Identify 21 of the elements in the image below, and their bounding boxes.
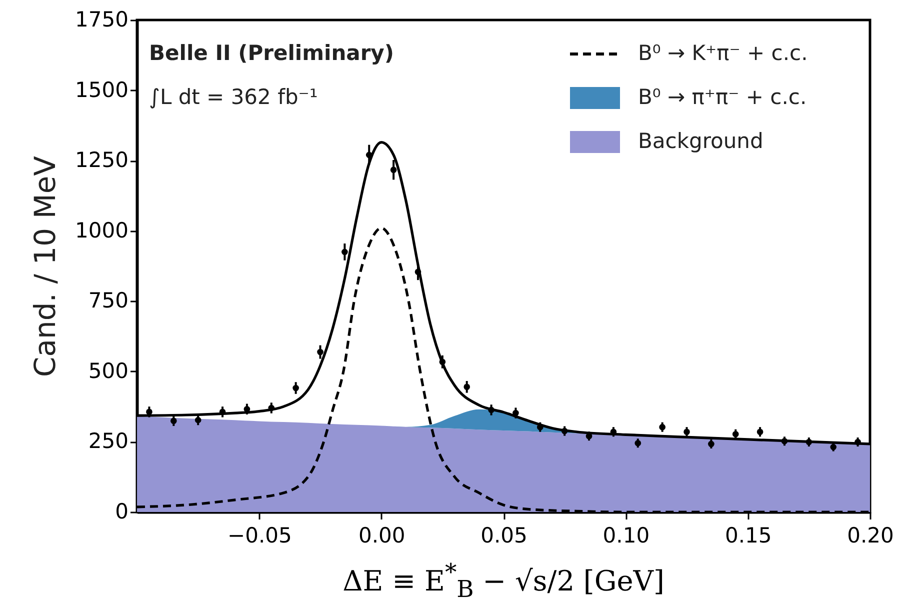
x-tick-label: −0.05 [227, 524, 292, 548]
y-tick-label: 1000 [75, 218, 128, 242]
y-tick-label: 0 [115, 500, 128, 524]
x-tick-label: 0.20 [847, 524, 894, 548]
x-axis-title: ΔE ≡ E$^{*}$$_{B}$ − √s/2 [GeV] [342, 558, 666, 603]
x-tick-label: 0.05 [480, 524, 528, 548]
annotation: Belle II (Preliminary) [149, 41, 394, 65]
annotation: ∫L dt = 362 fb⁻¹ [149, 85, 318, 109]
x-tick-label: 0.00 [358, 524, 406, 548]
y-tick-label: 1750 [75, 8, 128, 32]
x-tick-label: 0.15 [724, 524, 772, 548]
y-axis-title: Cand. / 10 MeV [28, 156, 62, 378]
y-tick-label: 500 [88, 358, 128, 383]
y-tick-label: 250 [88, 429, 128, 454]
y-tick-label: 1250 [75, 148, 128, 172]
legend-label: B⁰ → π⁺π⁻ + c.c. [638, 85, 807, 109]
y-tick-label: 750 [88, 288, 128, 313]
legend-label: B⁰ → K⁺π⁻ + c.c. [638, 41, 808, 65]
x-tick-label: 0.10 [602, 524, 650, 548]
legend-label: Background [638, 129, 764, 153]
y-tick-label: 1500 [75, 78, 128, 102]
